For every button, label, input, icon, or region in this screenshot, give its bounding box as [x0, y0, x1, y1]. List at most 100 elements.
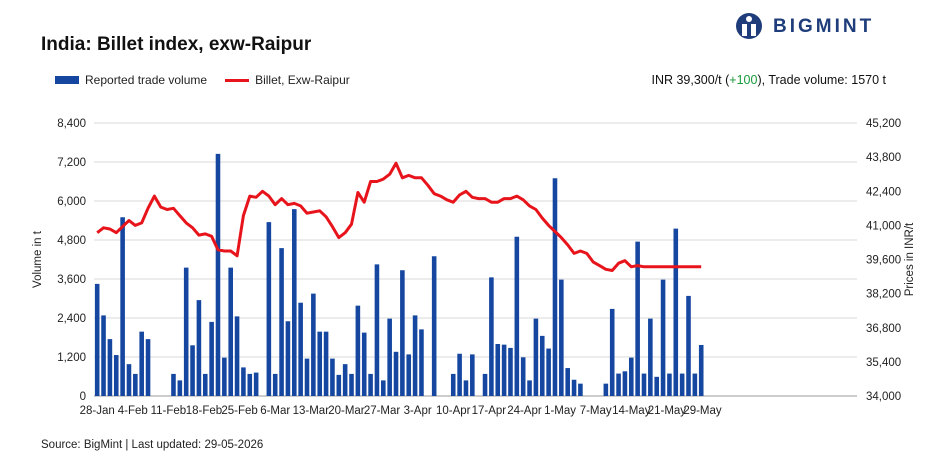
left-tick-label: 6,000 [57, 196, 86, 208]
volume-bar [654, 376, 660, 396]
volume-bar [126, 364, 132, 396]
volume-bar [400, 270, 405, 396]
volume-bar [482, 373, 488, 396]
right-tick-label: 41,000 [866, 220, 901, 232]
volume-bar [648, 318, 653, 396]
volume-bar [228, 267, 233, 396]
legend-swatch-price [225, 78, 250, 82]
price-summary: INR 39,300/t (+100), Trade volume: 1570 … [651, 73, 886, 87]
volume-bar [145, 339, 151, 396]
volume-bar [686, 295, 691, 396]
volume-bar [698, 344, 704, 396]
volume-bar [692, 373, 698, 396]
bigmint-logo-icon [736, 13, 762, 39]
legend-label-volume: Reported trade volume [85, 73, 208, 87]
summary-prefix: INR 39,300/t ( [651, 73, 730, 87]
volume-bar [552, 178, 558, 396]
volume-bar [603, 383, 609, 396]
left-tick-label: 0 [80, 391, 86, 403]
left-tick-label: 2,400 [57, 313, 86, 325]
x-tick-label: 27-Mar [364, 405, 401, 417]
volume-bar [336, 374, 342, 396]
volume-bar [673, 228, 679, 396]
volume-bar [660, 279, 666, 396]
brand-name: BIGMINT [773, 16, 875, 37]
volume-bar [546, 348, 551, 396]
volume-bar [304, 358, 310, 396]
volume-bar [616, 373, 621, 396]
left-tick-label: 4,800 [57, 235, 86, 247]
left-tick-label: 7,200 [57, 157, 86, 169]
x-tick-label: 17-Apr [472, 405, 507, 417]
volume-bar [533, 318, 539, 396]
volume-bar [539, 335, 545, 396]
left-tick-label: 1,200 [57, 352, 86, 364]
x-tick-label: 25-Feb [221, 405, 257, 417]
volume-bar [94, 283, 100, 396]
volume-bar [470, 354, 475, 396]
left-tick-label: 3,600 [57, 274, 86, 286]
x-tick-label: 13-Mar [293, 405, 330, 417]
summary-change: +100 [729, 73, 758, 87]
x-tick-label: 18-Feb [186, 405, 222, 417]
x-tick-label: 21-May [648, 405, 687, 417]
volume-bar [489, 277, 494, 396]
volume-bar [279, 248, 284, 396]
volume-bar [253, 372, 259, 396]
volume-bar [101, 315, 106, 396]
x-tick-label: 4-Feb [118, 405, 148, 417]
bigmint-logo [736, 13, 762, 39]
volume-bar [342, 364, 348, 396]
volume-bar [241, 367, 246, 396]
volume-bar [520, 357, 526, 396]
volume-bar [412, 315, 418, 396]
x-tick-label: 7-May [580, 405, 612, 417]
volume-bar [317, 331, 323, 396]
volume-bar [133, 373, 138, 396]
volume-bar [508, 347, 513, 396]
volume-bar [196, 300, 202, 396]
right-tick-label: 45,200 [866, 118, 901, 130]
left-tick-label: 8,400 [57, 118, 86, 130]
volume-bar [527, 380, 532, 396]
x-tick-label: 28-Jan [80, 405, 115, 417]
volume-bar [120, 217, 125, 396]
volume-bar [559, 279, 564, 396]
volume-bar [501, 344, 507, 396]
volume-bar [266, 222, 272, 396]
volume-bar [272, 373, 278, 396]
volume-bar [202, 373, 208, 396]
volume-bar [139, 331, 144, 396]
x-tick-label: 3-Apr [404, 405, 432, 417]
x-tick-label: 6-Mar [260, 405, 290, 417]
volume-bar [190, 345, 195, 396]
right-tick-label: 35,400 [866, 357, 901, 369]
volume-bar [609, 308, 615, 396]
right-tick-label: 42,400 [866, 186, 901, 198]
legend-swatch-volume [55, 76, 79, 84]
volume-bar [667, 373, 672, 396]
volume-bar [622, 371, 628, 396]
volume-bar [374, 264, 380, 396]
source-note: Source: BigMint | Last updated: 29-05-20… [41, 439, 264, 451]
right-tick-label: 38,200 [866, 289, 901, 301]
volume-bar [381, 380, 386, 396]
volume-bar [330, 358, 335, 396]
volume-bar [450, 373, 456, 396]
volume-bar [361, 332, 367, 396]
volume-bar [457, 353, 462, 396]
volume-bar [565, 368, 570, 396]
volume-bar [495, 344, 501, 396]
volume-bar [215, 153, 221, 396]
x-tick-label: 1-May [544, 405, 576, 417]
volume-bar [571, 379, 577, 396]
x-tick-label: 14-May [612, 405, 651, 417]
volume-bar [514, 236, 520, 396]
summary-suffix: ), Trade volume: 1570 t [757, 73, 886, 87]
volume-bar [222, 357, 227, 396]
right-tick-label: 39,600 [866, 255, 901, 267]
volume-bar [234, 316, 240, 396]
chart-title: India: Billet index, exw-Raipur [41, 34, 312, 55]
x-tick-label: 24-Apr [507, 405, 542, 417]
